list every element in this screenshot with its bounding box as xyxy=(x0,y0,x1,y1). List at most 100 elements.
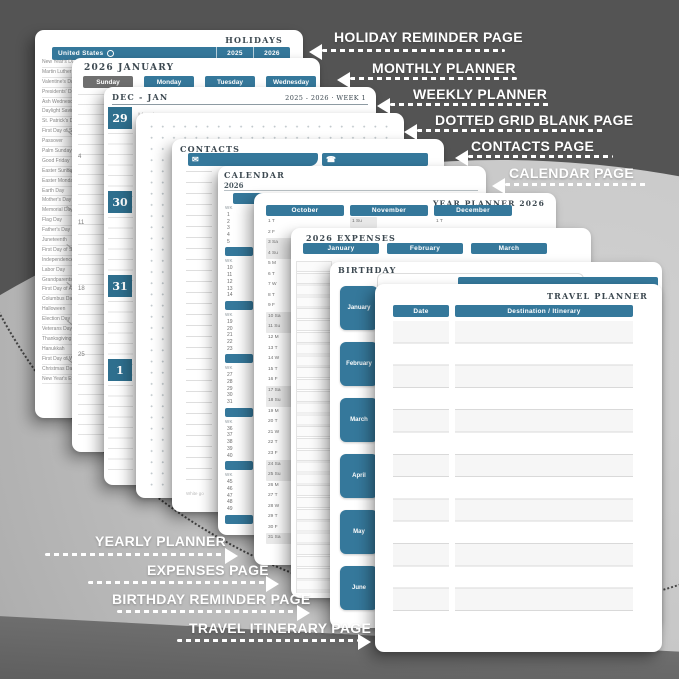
date-square: 29 xyxy=(108,107,132,129)
holiday-item: Labor Day xyxy=(42,266,73,276)
month-separator-bar xyxy=(225,300,253,310)
date-number: 11 xyxy=(78,220,85,226)
week-number: 47 xyxy=(227,492,233,499)
week-number: 20 xyxy=(227,325,233,332)
phone-bar: ☎ xyxy=(322,153,428,166)
week-number: 48 xyxy=(227,499,233,506)
month-block: May xyxy=(340,510,378,554)
week-numbers: 10 11 12 13 14 xyxy=(225,265,255,298)
year-planner-title: YEAR PLANNER 2026 xyxy=(432,199,545,208)
arrow-left-icon xyxy=(337,72,350,88)
divider xyxy=(224,190,478,191)
expense-entry-cells xyxy=(296,261,332,593)
holiday-item: First Day of Autumn xyxy=(42,285,73,296)
week-number: 45 xyxy=(227,479,233,486)
day-row: 12 M xyxy=(268,335,279,341)
wk-label: WK xyxy=(225,365,233,371)
sunday-dates: 4 11 18 25 xyxy=(78,154,98,418)
birthday-month-list: January February March April May June xyxy=(340,286,378,622)
week-group: WK 19 20 21 22 23 xyxy=(225,312,255,364)
wk-label: WK xyxy=(225,472,233,478)
holiday-item: Memorial Day xyxy=(42,206,73,217)
week-number: 4 xyxy=(227,232,230,239)
country-label: United States xyxy=(58,50,104,57)
week-number: 14 xyxy=(227,292,233,299)
date-number: 25 xyxy=(78,352,85,358)
day-row: 26 M xyxy=(268,482,279,488)
weekday-header: Sunday xyxy=(83,76,133,88)
month-block: June xyxy=(340,566,378,610)
holiday-item: Good Friday xyxy=(42,157,73,167)
weekly-page-title: DEC - JAN xyxy=(112,92,169,102)
month-block: March xyxy=(340,398,378,442)
weekly-day: 30 Tuesday xyxy=(108,191,163,275)
holiday-item: First Day of Spring xyxy=(42,127,73,138)
week-number: 46 xyxy=(227,485,233,492)
week-numbers: 36 37 38 39 40 xyxy=(225,426,255,459)
month-header-december: December xyxy=(434,205,512,216)
day-row: 18 Su xyxy=(266,396,293,407)
holiday-item: New Year's Day xyxy=(42,58,73,68)
wk-label: WK xyxy=(225,418,233,424)
day-row: 31 Sa xyxy=(266,533,293,544)
week-number: 13 xyxy=(227,285,233,292)
arrow-left-icon xyxy=(492,178,505,194)
month-separator-bar xyxy=(225,407,253,417)
callout-label: CONTACTS PAGE xyxy=(471,138,595,154)
day-row: 1 Su xyxy=(350,217,377,228)
week-number: 31 xyxy=(227,399,233,406)
week-number: 3 xyxy=(227,225,230,232)
birthday-page-title: BIRTHDAY xyxy=(338,265,397,275)
day-row: 2 F xyxy=(268,229,275,235)
weekly-subtitle: 2025 - 2026 · WEEK 1 xyxy=(285,94,366,102)
week-number: 39 xyxy=(227,445,233,452)
wk-label: WK xyxy=(225,258,233,264)
holiday-item: Martin Luther King Day xyxy=(42,68,73,78)
callout-label: HOLIDAY REMINDER PAGE xyxy=(334,29,523,45)
column-header-date: Date xyxy=(393,305,449,317)
holiday-item: First Day of Winter xyxy=(42,355,73,365)
holiday-item: Juneteenth xyxy=(42,236,73,246)
date-square: 1 xyxy=(108,359,132,381)
day-row: 29 T xyxy=(268,514,278,520)
week-number: 5 xyxy=(227,238,230,245)
week-number: 28 xyxy=(227,379,233,385)
month-separator-bar xyxy=(225,461,253,471)
holiday-item: Easter Monday xyxy=(42,177,73,187)
week-group: WK 45 46 47 48 49 xyxy=(225,472,255,524)
holiday-item: First Day of Summer xyxy=(42,246,73,256)
holiday-item: Independence Day xyxy=(42,256,73,266)
arrow-right-icon xyxy=(358,634,371,650)
weekday-header: Monday xyxy=(144,76,194,88)
year-tabs: 2025 2026 xyxy=(216,47,290,60)
callout-label: YEARLY PLANNER xyxy=(95,533,227,549)
week-number: 30 xyxy=(227,392,233,399)
day-row: 11 Su xyxy=(266,322,293,334)
column-header-destination: Destination / Itinerary xyxy=(455,305,633,317)
arrow-left-icon xyxy=(404,124,417,140)
week-number: 10 xyxy=(227,265,233,272)
holiday-item: Valentine's Day xyxy=(42,78,73,88)
day-row: 13 T xyxy=(268,345,278,351)
holiday-item: Earth Day xyxy=(42,187,73,197)
day-row: 3 Sa xyxy=(266,238,293,249)
month-block: April xyxy=(340,454,378,498)
week-group: WK 27 28 29 30 31 xyxy=(225,365,255,417)
holiday-item: Hanukkah xyxy=(42,345,73,355)
holiday-item: Palm Sunday xyxy=(42,147,73,157)
day-row: 16 F xyxy=(268,377,278,383)
callout-label: BIRTHDAY REMINDER PAGE xyxy=(112,591,311,607)
holiday-item: Easter Sunday xyxy=(42,167,73,177)
month-separator-bar xyxy=(225,354,253,364)
holiday-item: Election Day xyxy=(42,315,73,326)
holiday-item: St. Patrick's Day xyxy=(42,117,73,128)
week-numbers: 27 28 29 30 31 xyxy=(225,372,255,405)
travel-page-title: TRAVEL PLANNER xyxy=(547,291,648,301)
day-row: 6 T xyxy=(268,271,275,277)
callout-dashed-line xyxy=(350,77,517,80)
holiday-item: Flag Day xyxy=(42,216,73,227)
weekday-header: Wednesday xyxy=(266,76,316,88)
date-number: 4 xyxy=(78,154,82,160)
